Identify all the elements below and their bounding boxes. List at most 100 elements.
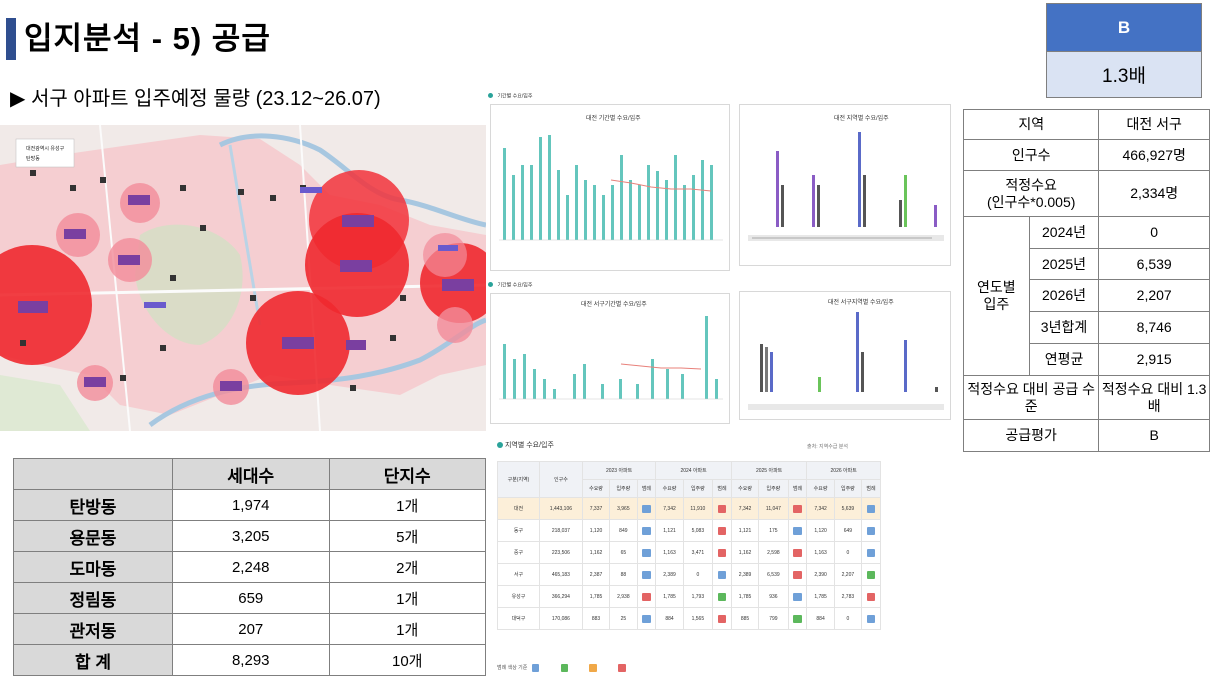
info-year-label: 2024년	[1028, 216, 1100, 249]
sub-legend: 범례	[861, 479, 881, 498]
grade-value: 1.3배	[1047, 51, 1201, 97]
dong-name-total: 합 계	[13, 644, 173, 676]
region-supply: 1,565	[682, 607, 714, 630]
region-chart-daejeon: 대전 지역별 수요/입주	[739, 104, 951, 266]
region-legend-badge	[787, 541, 808, 564]
info-year-label: 2026년	[1028, 279, 1100, 312]
region-legend-badge	[712, 563, 732, 586]
grade-label: B	[1047, 4, 1201, 51]
dong-households: 207	[172, 613, 330, 645]
legend-badge	[866, 504, 876, 513]
region-demand: 1,162	[581, 541, 611, 564]
period-chart-seogu: 대전 서구기간별 수요/입주	[490, 293, 730, 424]
info-demand-label-line1: 적정수요	[1005, 176, 1057, 193]
region-supply: 175	[758, 519, 789, 542]
table-row: 대덕구 170,086 883 25 884 1,565 885 799 884 0	[497, 607, 881, 630]
legend-orange-badge	[589, 664, 597, 672]
dong-households: 3,205	[172, 520, 330, 552]
region-supply: 3,471	[682, 541, 714, 564]
region-demand: 884	[655, 607, 684, 630]
table-row: 동구 218,037 1,120 849 1,121 5,083 1,121 175 1,…	[497, 519, 881, 542]
supply-map: 대전광역시 유성구 탄방동	[0, 125, 486, 431]
region-name: 유성구	[497, 585, 540, 608]
region-legend-badge	[861, 519, 881, 542]
info-year-value: 8,746	[1098, 311, 1210, 344]
info-year-value: 6,539	[1098, 248, 1210, 280]
legend-badge	[642, 504, 651, 513]
region-demand: 1,785	[730, 585, 760, 608]
chart-badge-icon	[488, 93, 493, 99]
region-demand: 1,785	[806, 585, 835, 608]
legend-badge	[642, 614, 651, 623]
period-chart-daejeon: 대전 기간별 수요/입주	[490, 104, 730, 271]
info-year-label: 연평균	[1028, 343, 1100, 376]
region-demand: 2,390	[806, 563, 835, 586]
dong-complexes: 2개	[328, 551, 486, 583]
info-ratio-value: 적정수요 대비 1.3배	[1098, 375, 1210, 420]
info-demand-label: 적정수요 (인구수*0.005)	[962, 170, 1100, 217]
table-row: 정림동 659 1개	[13, 582, 486, 614]
region-col-2024: 2024 아파트	[655, 461, 732, 480]
info-year-value: 2,915	[1098, 343, 1210, 376]
legend-badge	[866, 592, 876, 601]
region-supply: 0	[833, 607, 863, 630]
period-chart-daejeon-graphic	[499, 135, 723, 241]
sub-legend: 범례	[636, 479, 657, 498]
chart-badge-icon-2	[488, 282, 493, 288]
region-demand: 1,163	[806, 541, 835, 564]
region-demand: 1,120	[806, 519, 835, 542]
region-demand: 1,163	[655, 541, 684, 564]
page-title: 입지분석 - 5) 공급	[24, 21, 271, 56]
table-row: 용문동 3,205 5개	[13, 520, 486, 552]
dong-households-total: 8,293	[172, 644, 330, 676]
grade-box: B 1.3배	[1046, 3, 1202, 98]
dong-complexes: 5개	[328, 520, 486, 552]
sub-legend: 범례	[712, 479, 732, 498]
dong-complexes-total: 10개	[328, 644, 486, 676]
region-col-2023: 2023 아파트	[581, 461, 657, 480]
table-row: 대전 1,443,106 7,337 3,965 7,342 11,910 7,342 1…	[497, 497, 881, 520]
legend-badge	[866, 526, 876, 535]
region-legend-badge	[787, 563, 808, 586]
dong-supply-table: 세대수 단지수 탄방동 1,974 1개 용문동 3,205 5개 도마동 2,…	[13, 458, 486, 676]
region-col-name: 구분(지역)	[497, 461, 540, 498]
region-legend-badge	[636, 563, 657, 586]
region-pop: 465,183	[538, 563, 583, 586]
region-name: 서구	[497, 563, 540, 586]
region-supply: 2,207	[833, 563, 863, 586]
region-supply: 0	[682, 563, 714, 586]
legend-badge	[793, 614, 802, 623]
legend-badge	[642, 592, 651, 601]
chart-section-title-mid: 기간별 수요/입주	[497, 282, 533, 289]
sub-legend: 범례	[787, 479, 808, 498]
period-chart-daejeon-title: 대전 기간별 수요/입주	[586, 116, 641, 122]
dong-name: 도마동	[13, 551, 173, 583]
legend-badge	[793, 592, 802, 601]
table-row: 중구 223,506 1,162 65 1,163 3,471 1,162 2,598 1…	[497, 541, 881, 564]
region-title-icon	[497, 442, 503, 448]
region-demand: 7,342	[655, 497, 684, 520]
sub-demand: 수요량	[806, 479, 835, 498]
region-data-table: 구분(지역) 인구수 2023 아파트 2024 아파트 2025 아파트 20…	[497, 461, 881, 630]
region-demand: 1,120	[581, 519, 611, 542]
table-row: 서구 465,183 2,387 88 2,389 0 2,389 6,539 2,390…	[497, 563, 881, 586]
legend-badge	[793, 526, 802, 535]
sub-supply: 입주량	[833, 479, 863, 498]
legend-red-badge	[618, 664, 626, 672]
region-table-body: 대전 1,443,106 7,337 3,965 7,342 11,910 7,342 1…	[497, 497, 881, 630]
region-supply: 2,938	[609, 585, 638, 608]
region-pop: 170,086	[538, 607, 583, 630]
region-supply: 936	[758, 585, 789, 608]
region-legend-badge	[861, 541, 881, 564]
region-supply: 5,083	[682, 519, 714, 542]
dong-col-complexes: 단지수	[328, 458, 486, 490]
dong-households: 659	[172, 582, 330, 614]
info-pop-value: 466,927명	[1098, 139, 1210, 171]
region-legend-badge	[861, 607, 881, 630]
region-pop: 218,037	[538, 519, 583, 542]
region-footer: 범례 색상 기준	[497, 664, 626, 672]
info-yearly-label-line2: 입주	[983, 296, 1010, 312]
region-col-2026: 2026 아파트	[806, 461, 881, 480]
dong-col-blank	[13, 458, 173, 490]
region-demand: 1,121	[730, 519, 760, 542]
